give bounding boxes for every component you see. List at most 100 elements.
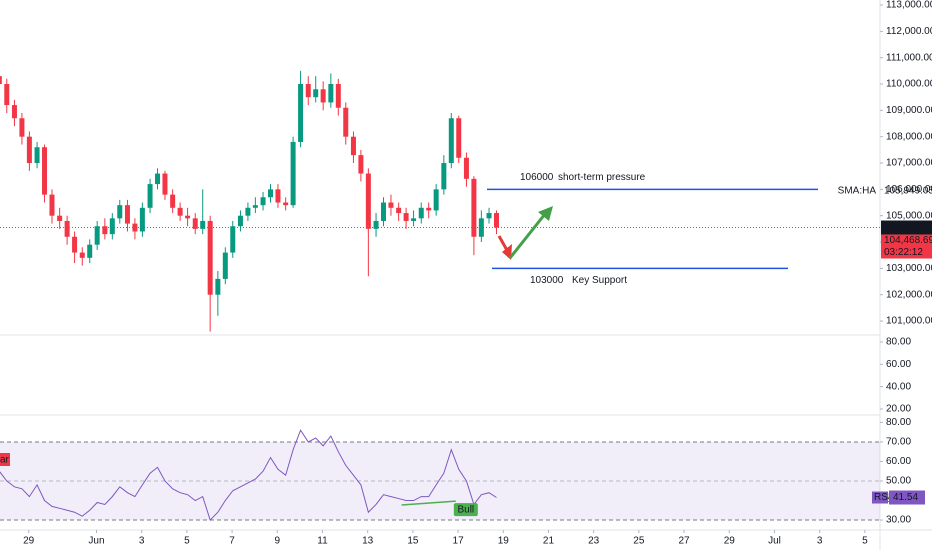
candle-body	[19, 118, 25, 137]
rsi-line	[0, 429, 497, 521]
x-tick-label: 25	[633, 536, 645, 547]
candle-body	[396, 207, 402, 214]
candle-body	[411, 218, 417, 221]
x-tick-label: 15	[407, 536, 419, 547]
candle-body	[207, 220, 213, 295]
candle-body	[252, 205, 258, 208]
x-tick-label: 19	[498, 536, 510, 547]
y-tick-label: 80.00	[886, 417, 911, 428]
y-tick-label: 102,000.00	[886, 289, 932, 300]
x-tick-label: 27	[679, 536, 691, 547]
x-tick-label: 9	[275, 536, 281, 547]
candle-body	[124, 205, 130, 224]
candle-body	[350, 136, 356, 156]
y-tick-label: 108,000.00	[886, 131, 932, 142]
y-tick-label: 112,000.00	[886, 26, 932, 37]
candle-body	[463, 157, 469, 179]
candle-body	[64, 220, 70, 237]
candle-body	[185, 215, 191, 219]
candle-body	[275, 189, 281, 203]
candle-body	[72, 236, 78, 253]
x-tick-label: 29	[724, 536, 736, 547]
x-tick-label: 13	[362, 536, 374, 547]
up-arrow	[508, 213, 547, 259]
candle-body	[200, 220, 206, 229]
candle-body	[34, 147, 40, 164]
candle-body	[381, 202, 387, 221]
x-tick-label: 7	[229, 536, 235, 547]
y-tick-label: 113,000.00	[886, 0, 932, 11]
y-tick-label: 103,000.00	[886, 263, 932, 274]
x-tick-label: Jul	[768, 536, 781, 547]
second-price-label: 104,468.69	[884, 235, 932, 246]
x-tick-label: 11	[317, 536, 328, 547]
candle-body	[418, 207, 424, 219]
candle-body	[192, 218, 198, 229]
candle-body	[42, 147, 48, 195]
candle-body	[335, 84, 341, 108]
y-tick-label: 107,000.00	[886, 158, 932, 169]
candle-body	[290, 141, 296, 206]
candle-body	[155, 173, 161, 185]
y-tick-label: 106,000.00	[886, 184, 932, 195]
y-tick-label: 111,000.00	[886, 52, 932, 63]
candle-body	[305, 84, 311, 98]
y-tick-label: 110,000.00	[886, 79, 932, 90]
candle-body	[79, 252, 85, 258]
candle-body	[147, 184, 153, 208]
rsi-band	[0, 441, 880, 521]
candle-body	[320, 89, 326, 103]
candle-body	[139, 207, 145, 232]
candle-body	[117, 205, 123, 219]
y-tick-label: 30.00	[886, 515, 911, 526]
candle-body	[102, 226, 108, 235]
divergence-label: Bull	[457, 505, 474, 516]
y-tick-label: 50.00	[886, 476, 911, 487]
x-tick-label: 5	[862, 536, 868, 547]
down-arrow-head	[502, 244, 512, 260]
candle-body	[313, 89, 319, 98]
candle-body	[177, 207, 183, 216]
second-price-box	[881, 234, 932, 259]
candle-body	[343, 107, 349, 137]
candle-body	[245, 207, 251, 216]
candle-body	[222, 252, 228, 279]
candle-body	[365, 173, 371, 229]
rsi-value: 41.54	[893, 492, 918, 503]
candle-body	[493, 213, 499, 228]
candle-body	[260, 197, 266, 206]
candle-body	[87, 244, 93, 258]
divergence-tag	[453, 503, 478, 517]
candle-body	[486, 213, 492, 219]
y-tick-label: 109,000.00	[886, 105, 932, 116]
y-tick-label: 20.00	[886, 404, 911, 415]
y-tick-label: 40.00	[886, 381, 911, 392]
rsi-name-box	[872, 491, 888, 504]
x-tick-label: 29	[23, 536, 35, 547]
candle-body	[441, 163, 447, 190]
sma-value: 105,949.05	[884, 185, 932, 196]
indicator-tag	[0, 453, 10, 466]
level-value: 106000	[520, 172, 554, 183]
candle-body	[328, 84, 334, 103]
candle-body	[162, 173, 168, 195]
y-tick-label: 101,000.00	[886, 316, 932, 327]
x-tick-label: 5	[184, 536, 190, 547]
y-tick-label: 70.00	[886, 437, 911, 448]
candle-body	[298, 84, 304, 142]
candle-body	[0, 76, 2, 85]
candle-body	[403, 213, 409, 221]
x-tick-label: 3	[817, 536, 823, 547]
candle-body	[478, 218, 484, 237]
x-tick-label: 23	[588, 536, 600, 547]
candle-body	[26, 136, 32, 164]
candle-body	[426, 207, 432, 211]
sma-name: SMA:HA	[838, 185, 877, 196]
y-tick-label: 60.00	[886, 456, 911, 467]
divergence-line	[401, 500, 456, 506]
rsi-name: RSI	[874, 492, 891, 503]
x-tick-label: 17	[453, 536, 465, 547]
rsi-value-box	[889, 490, 925, 505]
